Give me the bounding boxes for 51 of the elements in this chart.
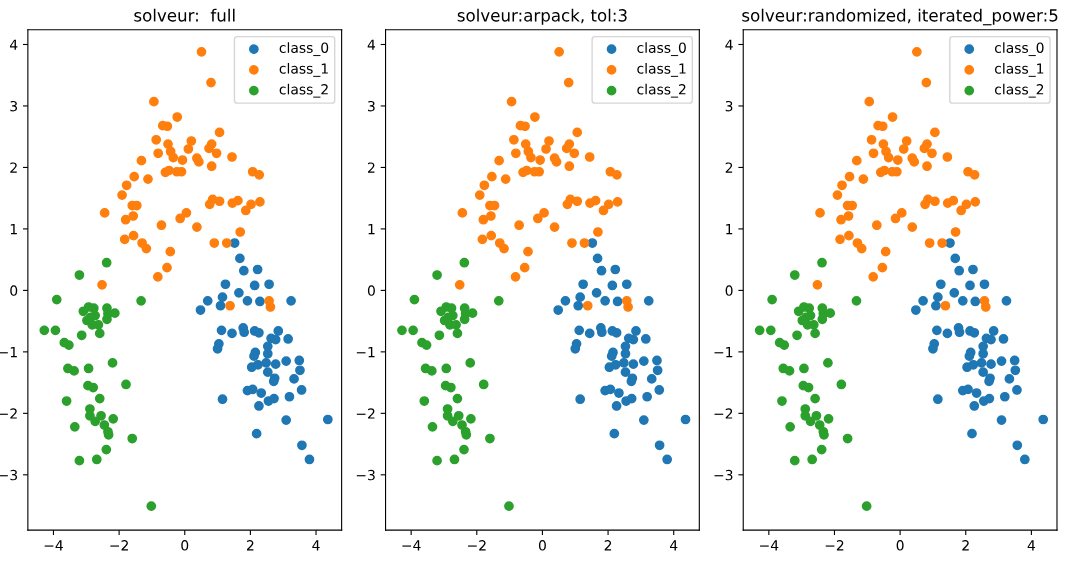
y-tick-label: −3 (356, 469, 375, 481)
chart-title: solveur:arpack, tol:3 (457, 8, 627, 25)
y-tick-label: 2 (725, 162, 733, 173)
y-tick-label: −2 (0, 408, 17, 419)
x-tick-label: −2 (468, 540, 486, 551)
y-tick-label: 3 (368, 100, 375, 112)
x-tick-label: 4 (669, 540, 678, 551)
legend-label: class_0 (995, 42, 1044, 57)
x-tick-label: −4 (44, 540, 63, 551)
y-tick-label: −1 (0, 347, 17, 358)
y-tick-label: 0 (725, 285, 733, 296)
x-tick-label: −4 (402, 540, 421, 551)
chart-title: solveur: full (134, 8, 235, 22)
y-tick-label: 3 (725, 100, 733, 112)
chart-title: solveur:randomized, iterated_power:5 (742, 8, 1058, 26)
x-tick-label: 4 (1027, 540, 1036, 551)
x-tick-label: 2 (246, 540, 254, 551)
legend-label: class_2 (279, 83, 328, 98)
x-tick-label: 0 (181, 540, 189, 551)
x-tick-label: −4 (760, 540, 779, 551)
legend-label: class_0 (637, 42, 686, 57)
legend-label: class_2 (995, 83, 1044, 98)
y-tick-label: 2 (10, 162, 17, 173)
x-tick-label: 0 (538, 540, 546, 551)
legend-label: class_1 (279, 63, 328, 77)
x-tick-label: −2 (825, 540, 844, 551)
y-tick-label: 0 (10, 285, 18, 296)
x-tick-label: 2 (962, 540, 969, 551)
y-tick-label: 4 (725, 39, 733, 50)
legend-label: class_0 (279, 42, 329, 57)
y-tick-label: −2 (714, 408, 733, 419)
y-tick-label: 4 (9, 39, 18, 50)
y-tick-label: 4 (367, 39, 376, 50)
y-tick-label: −2 (356, 408, 375, 419)
legend-label: class_2 (637, 83, 686, 98)
legend-label: class_1 (995, 63, 1044, 77)
x-tick-label: 4 (312, 540, 320, 551)
y-tick-label: 1 (368, 224, 375, 235)
y-tick-label: 1 (726, 224, 733, 235)
x-tick-label: 2 (604, 540, 612, 551)
x-tick-label: 0 (896, 540, 904, 551)
y-tick-label: 3 (10, 100, 18, 112)
y-tick-label: 0 (367, 285, 375, 296)
y-tick-label: −3 (714, 469, 733, 481)
y-tick-label: −3 (0, 469, 18, 481)
y-tick-label: −1 (356, 347, 375, 358)
y-tick-label: 2 (368, 162, 375, 173)
legend-label: class_1 (637, 63, 686, 77)
y-tick-label: 1 (10, 224, 17, 235)
x-tick-label: −2 (110, 540, 128, 551)
y-tick-label: −1 (714, 347, 733, 358)
